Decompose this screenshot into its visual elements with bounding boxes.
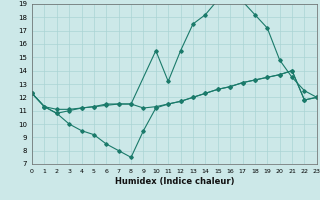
X-axis label: Humidex (Indice chaleur): Humidex (Indice chaleur) (115, 177, 234, 186)
